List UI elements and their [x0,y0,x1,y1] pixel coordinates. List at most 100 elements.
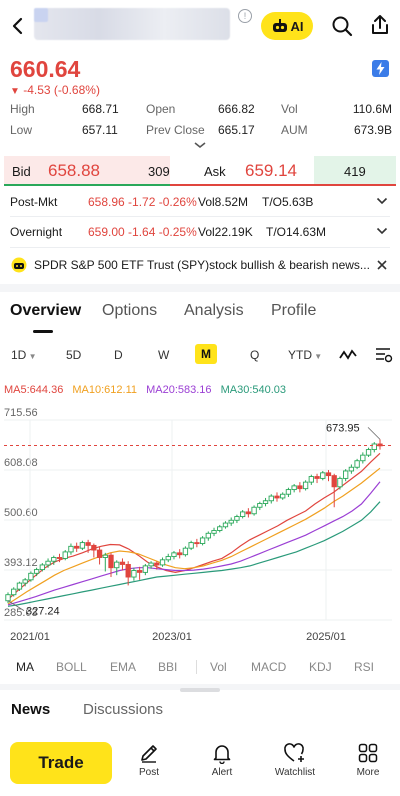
stat-label: Prev Close [146,123,205,137]
down-arrow-icon: ▼ [10,86,20,97]
candle-body [285,489,292,495]
close-icon[interactable] [376,259,388,271]
chevron-down-icon[interactable] [376,227,388,235]
candle-body [348,466,355,472]
news-banner[interactable]: SPDR S&P 500 ETF Trust (SPY)stock bullis… [4,252,396,278]
candle-body [268,495,274,502]
tab-options[interactable]: Options [102,302,158,319]
period-label: YTD [288,348,312,362]
candle-body [297,485,303,490]
candle-body [320,472,326,479]
ext-volume: Vol22.19K [198,225,253,239]
sheet-drag-handle[interactable] [180,688,220,692]
overnight-row[interactable]: Overnight 659.00 -1.64 -0.25% Vol22.19K … [10,220,392,244]
y-tick-label: 285.63 [4,607,38,619]
indicator-ema[interactable]: EMA [110,660,137,674]
bid-size: 309 [148,164,170,179]
candle-body [177,552,183,556]
candle-body [211,530,217,534]
candle-body [228,519,234,524]
ask-size: 419 [344,164,366,179]
ma-legend: MA5:644.36 MA10:612.11 MA20:583.16 MA30:… [4,384,286,396]
period-1d[interactable]: 1D ▼ [11,348,37,362]
ext-turnover: T/O5.63B [262,195,314,209]
alert-button[interactable]: Alert [194,742,250,778]
expand-stats-chevron-icon[interactable] [193,140,207,150]
indicator-macd[interactable]: MACD [251,660,287,674]
ma10-label: MA10:612.11 [72,384,138,396]
indicator-divider [196,660,197,674]
indicator-rsi[interactable]: RSI [354,660,375,674]
candle-body [5,594,11,602]
tab-overview[interactable]: Overview [10,302,82,319]
indicator-kdj[interactable]: KDJ [309,660,332,674]
tab-discussions[interactable]: Discussions [83,701,164,718]
candle-body [33,569,40,574]
candle-body [148,562,154,567]
ai-label: AI [290,18,304,34]
candle-body [119,561,126,565]
chart-type-icon[interactable] [339,348,357,362]
candle-body [62,551,68,559]
back-icon[interactable] [6,14,30,38]
candle-body [22,579,28,584]
stat-value: 668.71 [82,102,119,116]
period-m[interactable]: M [195,344,217,364]
robot-icon [272,19,287,32]
min-pointer [7,600,25,611]
ask-price: 659.14 [245,161,297,180]
period-d[interactable]: D [114,348,123,362]
y-tick-label: 393.12 [4,557,38,569]
tab-news[interactable]: News [11,701,51,718]
stat-value: 666.82 [218,102,255,116]
candle-body [343,470,349,479]
stat-value: 673.9B [353,123,392,137]
trade-button[interactable]: Trade [10,742,112,784]
post-label: Post [138,767,159,778]
period-w[interactable]: W [158,348,170,362]
chevron-down-icon[interactable] [376,197,388,205]
candle-body [217,526,223,531]
indicator-boll[interactable]: BOLL [56,660,87,674]
tab-profile[interactable]: Profile [271,302,317,319]
candle-body [274,495,280,499]
post-market-row[interactable]: Post-Mkt 658.96 -1.72 -0.26% Vol8.52M T/… [10,190,392,214]
share-icon[interactable] [368,13,392,37]
period-q[interactable]: Q [250,348,260,362]
ma-line-ma30 [7,501,381,607]
y-tick-label: 715.56 [4,407,38,419]
candle-body [114,561,120,569]
info-icon[interactable]: ! [238,9,252,23]
ask-label: Ask [204,164,226,179]
stat-value: 657.11 [82,123,118,137]
bid-price: 658.88 [48,161,100,180]
candle-body [96,549,103,558]
candle-body [234,516,240,521]
indicator-ma[interactable]: MA [16,660,34,674]
ai-button[interactable]: AI [261,12,313,40]
news-banner-text: SPDR S&P 500 ETF Trust (SPY)stock bullis… [34,258,370,272]
ask-strength-bar [170,184,396,186]
price-chart[interactable]: 715.56 608.08 500.60 393.12 285.63 2021/01 202… [0,400,400,648]
bottom-action-bar: Trade Post Alert Watchlist More [0,734,400,796]
indicator-bbi[interactable]: BBI [158,660,178,674]
candle-body [337,477,343,488]
ext-label: Post-Mkt [10,195,58,209]
pen-icon [141,745,157,763]
lightning-icon[interactable] [372,60,389,77]
watchlist-button[interactable]: Watchlist [267,742,323,778]
search-icon[interactable] [330,14,354,38]
indicator-vol[interactable]: Vol [210,660,227,674]
chart-settings-icon[interactable] [375,347,393,363]
more-button[interactable]: More [340,742,396,778]
candle-body [131,570,137,578]
period-ytd[interactable]: YTD ▼ [288,348,323,362]
period-5d[interactable]: 5D [66,348,82,362]
candle-body [85,542,91,546]
post-button[interactable]: Post [121,742,177,778]
tab-analysis[interactable]: Analysis [184,302,244,319]
candle-body [171,552,177,558]
candle-body [314,476,320,479]
candle-body [239,511,246,518]
candle-body [291,485,297,491]
